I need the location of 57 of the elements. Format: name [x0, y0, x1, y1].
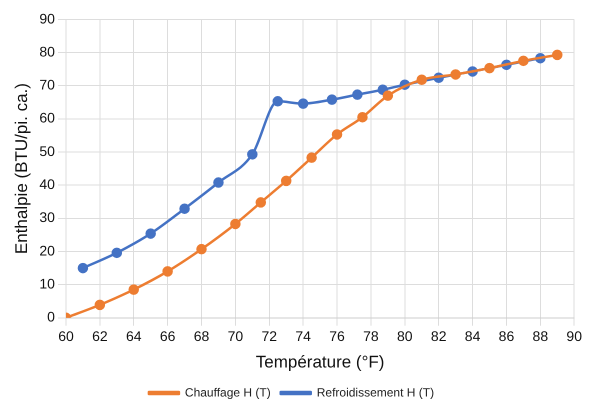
y-tick-label: 70: [39, 76, 56, 93]
y-tick-label: 50: [39, 142, 56, 159]
x-tick-label: 80: [397, 328, 413, 344]
x-tick-label: 70: [228, 328, 244, 344]
point: [306, 152, 317, 163]
x-tick-label: 90: [566, 328, 582, 344]
point: [382, 90, 394, 101]
point: [450, 69, 461, 80]
x-tick-label: 74: [295, 328, 312, 344]
x-axis-title: Température (°F): [256, 352, 384, 372]
y-axis-title: Enthalpie (BTU/pi. ca.): [12, 83, 31, 254]
point: [162, 266, 173, 277]
point: [378, 84, 388, 95]
legend-label: Chauffage H (T): [184, 385, 271, 400]
x-tick-label: 78: [363, 328, 379, 344]
y-tick-label: 30: [39, 209, 56, 226]
point: [213, 177, 224, 188]
point: [352, 89, 363, 100]
x-tick-label: 86: [498, 328, 514, 344]
point: [256, 197, 266, 208]
point: [484, 62, 495, 74]
legend-label: Refroidissement H (T): [316, 385, 434, 400]
point: [298, 98, 308, 109]
x-tick-label: 62: [92, 328, 108, 344]
y-tick-label: 0: [47, 308, 56, 325]
x-tick-label: 76: [329, 328, 346, 344]
x-tick-label: 60: [58, 328, 74, 344]
x-tick-label: 68: [194, 328, 210, 344]
x-tick-label: 82: [430, 328, 447, 344]
point: [280, 176, 292, 186]
x-tick-label: 88: [532, 328, 548, 344]
point: [357, 112, 368, 122]
point: [112, 248, 122, 258]
point: [332, 129, 342, 140]
y-tick-label: 80: [39, 43, 56, 60]
point: [326, 94, 338, 105]
y-tick-label: 10: [39, 276, 56, 292]
point: [552, 50, 563, 60]
x-tick-label: 66: [160, 328, 176, 344]
point: [78, 262, 88, 274]
y-tick-label: 20: [39, 242, 56, 258]
point: [128, 284, 139, 295]
x-tick-label: 84: [464, 328, 481, 344]
point: [179, 203, 190, 214]
point: [272, 96, 283, 107]
point: [94, 300, 106, 310]
point: [247, 149, 258, 160]
y-tick-label: 60: [39, 110, 56, 126]
point: [416, 74, 427, 85]
point: [230, 218, 241, 230]
point: [145, 228, 156, 239]
point: [518, 56, 529, 66]
y-tick-label: 90: [39, 10, 56, 26]
x-tick-label: 64: [126, 328, 142, 344]
y-tick-label: 40: [39, 176, 56, 192]
x-tick-label: 72: [261, 328, 278, 344]
point: [196, 244, 207, 254]
